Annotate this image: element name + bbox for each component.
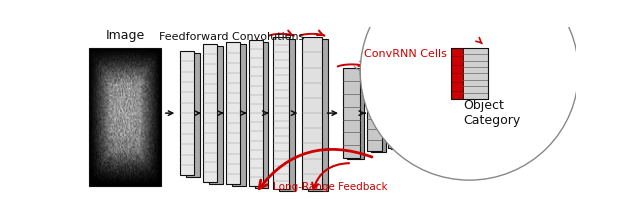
Text: ConvRNN Cells: ConvRNN Cells bbox=[364, 50, 447, 60]
FancyArrowPatch shape bbox=[312, 163, 349, 189]
Polygon shape bbox=[308, 39, 328, 191]
Text: Image: Image bbox=[105, 29, 145, 42]
Polygon shape bbox=[392, 80, 405, 149]
Polygon shape bbox=[348, 69, 364, 159]
Polygon shape bbox=[255, 41, 269, 188]
Polygon shape bbox=[180, 51, 193, 175]
Polygon shape bbox=[209, 46, 223, 184]
Polygon shape bbox=[463, 47, 488, 99]
Polygon shape bbox=[226, 42, 240, 184]
Text: Feedforward Convolutions: Feedforward Convolutions bbox=[159, 32, 304, 42]
Polygon shape bbox=[186, 53, 200, 177]
Polygon shape bbox=[232, 44, 246, 185]
Bar bbox=[89, 47, 161, 185]
Polygon shape bbox=[388, 79, 401, 148]
Text: Long-Range Feedback: Long-Range Feedback bbox=[273, 182, 388, 192]
Text: Object
Category: Object Category bbox=[463, 99, 521, 127]
FancyArrowPatch shape bbox=[259, 149, 372, 189]
Polygon shape bbox=[203, 44, 217, 182]
Polygon shape bbox=[406, 80, 419, 146]
Polygon shape bbox=[248, 40, 262, 186]
Polygon shape bbox=[273, 37, 289, 189]
Polygon shape bbox=[451, 47, 463, 99]
Polygon shape bbox=[371, 76, 386, 152]
Polygon shape bbox=[280, 39, 295, 191]
Ellipse shape bbox=[360, 0, 579, 180]
Polygon shape bbox=[410, 82, 423, 147]
Polygon shape bbox=[302, 37, 322, 189]
Polygon shape bbox=[344, 68, 360, 158]
Polygon shape bbox=[367, 75, 382, 151]
